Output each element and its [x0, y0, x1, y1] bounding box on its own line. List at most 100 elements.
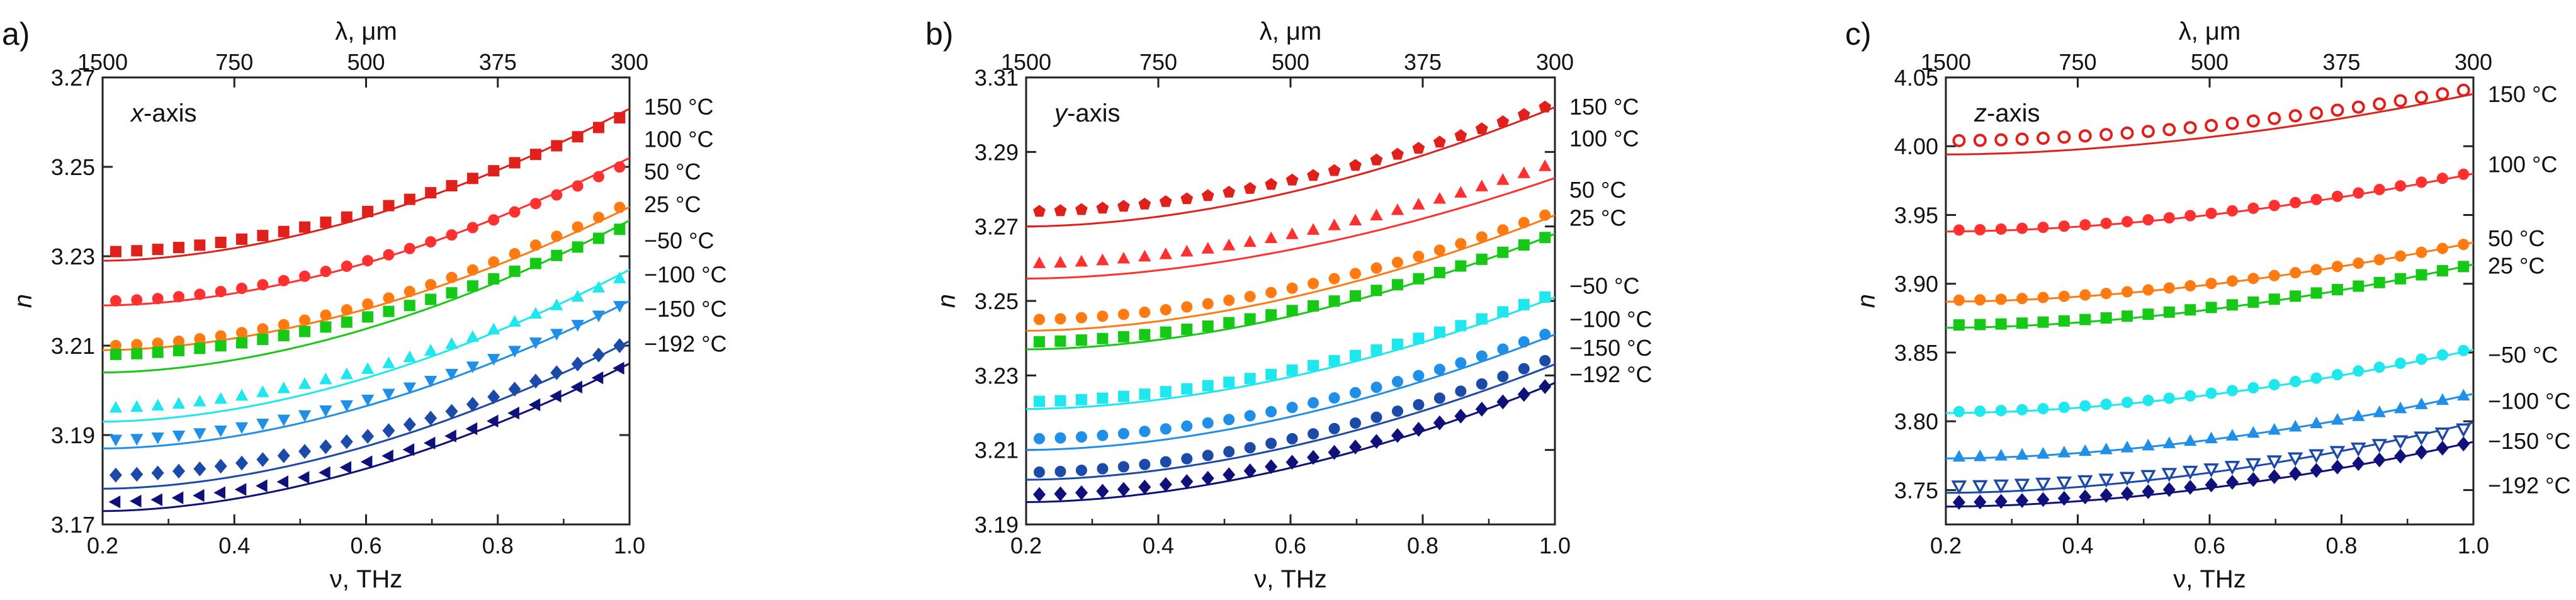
data-point — [2310, 416, 2323, 429]
data-point — [550, 329, 563, 341]
data-point — [2057, 445, 2071, 458]
data-point — [1496, 394, 1510, 410]
data-point — [2184, 390, 2196, 402]
data-point — [1139, 329, 1151, 341]
data-point — [403, 417, 416, 433]
data-point — [425, 279, 437, 291]
data-point — [362, 298, 374, 310]
data-point — [572, 241, 584, 253]
data-point — [1455, 357, 1467, 369]
data-point — [2205, 278, 2217, 290]
data-point — [383, 292, 395, 304]
data-point — [1202, 380, 1214, 392]
data-point — [2456, 83, 2470, 97]
data-point — [362, 255, 374, 267]
axis-name-suffix: -axis — [1067, 99, 1120, 127]
data-point — [1244, 410, 1256, 422]
data-point — [1454, 409, 1467, 424]
data-point — [151, 399, 164, 411]
data-point — [257, 334, 269, 346]
top-tick-label: 1500 — [77, 49, 128, 75]
data-point — [1497, 246, 1509, 258]
fit-curve — [1946, 393, 2473, 460]
data-point — [465, 422, 478, 436]
data-point — [1951, 480, 1967, 495]
y-tick-label: 3.75 — [1894, 477, 1938, 503]
data-point — [215, 340, 227, 352]
data-point — [614, 161, 626, 173]
data-point — [236, 282, 248, 294]
data-point — [614, 201, 626, 213]
series-5 — [1946, 388, 2473, 462]
data-point — [1181, 323, 1193, 335]
data-point — [1286, 305, 1298, 317]
temperature-label: −50 °C — [2488, 342, 2558, 368]
data-point — [1223, 185, 1236, 198]
data-point — [2079, 444, 2092, 456]
data-point — [2224, 460, 2240, 475]
data-point — [509, 265, 521, 277]
data-point — [1413, 370, 1425, 382]
data-point — [1348, 213, 1362, 226]
data-point — [2395, 250, 2407, 262]
data-point — [1455, 238, 1467, 250]
data-point — [193, 461, 206, 477]
data-point — [1034, 314, 1045, 325]
data-point — [488, 256, 500, 268]
y-tick-label: 3.27 — [974, 214, 1019, 240]
data-point — [2227, 205, 2239, 217]
data-point — [236, 233, 248, 245]
data-point — [446, 180, 458, 192]
data-point — [1054, 465, 1066, 477]
data-point — [1159, 477, 1172, 492]
data-point — [2016, 493, 2029, 508]
x-tick-label: 0.2 — [1930, 533, 1962, 558]
data-point — [2353, 280, 2364, 292]
data-point — [2287, 452, 2303, 467]
y-tick-label: 3.80 — [1894, 409, 1938, 434]
data-point — [1033, 205, 1046, 217]
data-point — [2373, 361, 2385, 373]
fit-curve — [103, 300, 630, 450]
data-point — [257, 279, 269, 291]
data-point — [1433, 191, 1447, 204]
data-point — [2203, 463, 2219, 478]
y-tick-label: 3.95 — [1894, 202, 1938, 228]
data-point — [382, 356, 395, 368]
data-point — [1117, 482, 1130, 497]
data-point — [362, 311, 374, 323]
data-layer — [103, 108, 630, 512]
y-tick-label: 3.90 — [1894, 271, 1938, 297]
data-point — [2100, 217, 2112, 229]
data-point — [2331, 284, 2343, 296]
data-point — [2290, 267, 2302, 279]
y-tick-label: 3.23 — [974, 363, 1019, 388]
data-point — [1391, 427, 1404, 443]
data-point — [193, 489, 205, 502]
temperature-label: −192 °C — [644, 331, 726, 356]
data-point — [1328, 164, 1341, 176]
y-tick-label: 3.17 — [51, 512, 95, 538]
data-point — [508, 315, 521, 327]
data-point — [2182, 465, 2198, 480]
top-tick-label: 300 — [611, 49, 648, 75]
data-point — [1054, 486, 1067, 502]
data-point — [2415, 246, 2427, 258]
data-point — [551, 140, 563, 152]
top-tick-label: 375 — [2322, 49, 2360, 75]
data-point — [1139, 426, 1151, 438]
data-point — [488, 214, 500, 226]
data-point — [1497, 306, 1509, 318]
data-point — [1138, 197, 1151, 210]
data-point — [172, 431, 186, 443]
data-point — [2373, 254, 2385, 266]
data-point — [1995, 405, 2007, 417]
data-point — [152, 293, 164, 305]
data-point — [2205, 118, 2218, 132]
data-point — [1244, 442, 1256, 454]
data-point — [1328, 273, 1340, 285]
axis-name-suffix: -axis — [1987, 99, 2040, 127]
data-point — [2056, 476, 2072, 491]
data-point — [361, 429, 375, 444]
fit-curve — [103, 363, 630, 512]
